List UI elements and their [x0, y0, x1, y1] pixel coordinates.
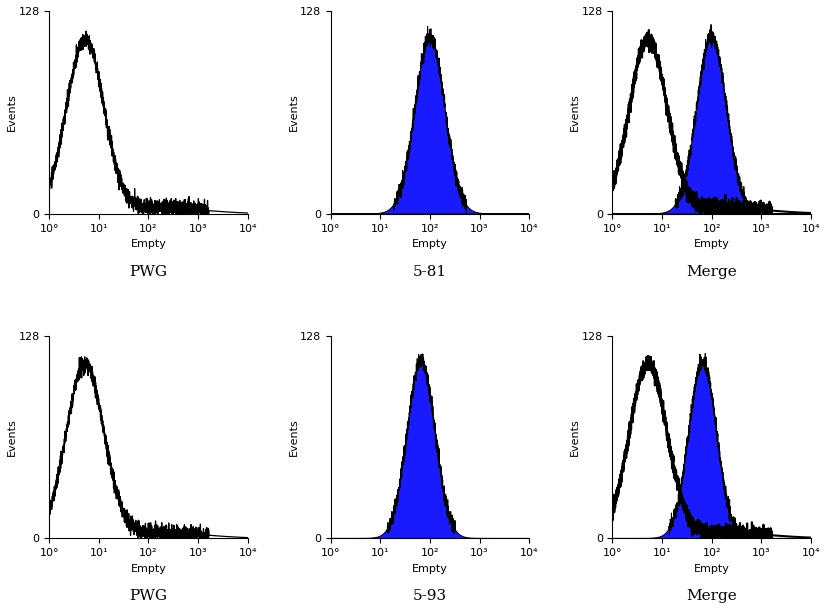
Text: PWG: PWG — [129, 589, 168, 603]
Y-axis label: Events: Events — [570, 94, 580, 131]
X-axis label: Empty: Empty — [412, 239, 448, 249]
Text: Merge: Merge — [686, 265, 737, 278]
X-axis label: Empty: Empty — [694, 564, 729, 574]
Polygon shape — [613, 25, 810, 214]
Text: PWG: PWG — [129, 265, 168, 278]
X-axis label: Empty: Empty — [412, 564, 448, 574]
Text: Merge: Merge — [686, 589, 737, 603]
X-axis label: Empty: Empty — [131, 239, 166, 249]
X-axis label: Empty: Empty — [694, 239, 729, 249]
Text: 5-93: 5-93 — [413, 589, 447, 603]
Polygon shape — [331, 26, 529, 214]
Y-axis label: Events: Events — [289, 418, 299, 456]
Polygon shape — [613, 353, 810, 538]
X-axis label: Empty: Empty — [131, 564, 166, 574]
Y-axis label: Events: Events — [7, 94, 17, 131]
Y-axis label: Events: Events — [7, 418, 17, 456]
Y-axis label: Events: Events — [570, 418, 580, 456]
Text: 5-81: 5-81 — [413, 265, 447, 278]
Polygon shape — [331, 354, 529, 538]
Y-axis label: Events: Events — [289, 94, 299, 131]
